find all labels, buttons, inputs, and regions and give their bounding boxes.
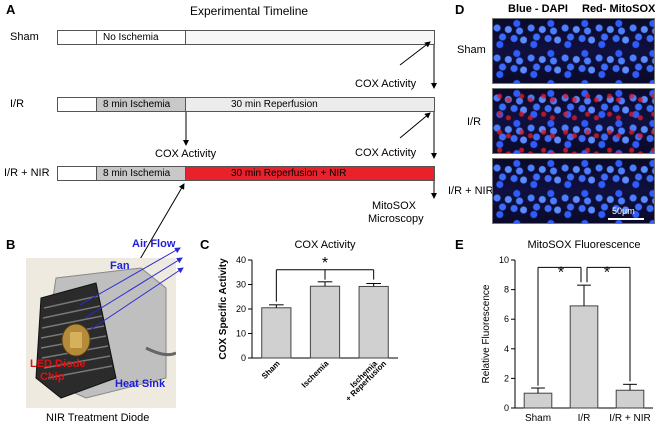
dapi-channel-label: Blue - DAPI [508, 3, 568, 15]
micrograph-ir-nir [492, 158, 655, 224]
cox-activity-label-3: COX Activity [355, 147, 417, 159]
mitosox-chart: MitoSOX Fluorescence 0 2 4 6 8 10 Relative Fluo… [481, 239, 653, 424]
bar-0 [523, 392, 553, 409]
ir-cox-arrow-right [399, 112, 431, 139]
x-tick-label: Ischemia [300, 359, 331, 390]
diode-caption: NIR Treatment Diode [46, 412, 150, 424]
sham-cox-arrow [399, 41, 431, 66]
mitosox-channel-label: Red- MitoSOX [582, 3, 656, 15]
y-tick-label: 10 [499, 255, 509, 265]
y-tick-label: 40 [236, 255, 246, 265]
row-label-sham: Sham [10, 31, 39, 43]
panel-label-e: E [455, 237, 464, 252]
bar-2 [615, 389, 645, 409]
cox-activity-chart: COX Activity 0 10 20 30 40 COX Specific Activi… [218, 239, 398, 403]
heat-sink-label: Heat Sink [115, 378, 166, 390]
y-tick-label: 0 [504, 403, 509, 413]
x-tick-label: Sham [260, 359, 282, 381]
x-tick-label: I/R + NIR [609, 413, 650, 424]
significance-star: * [322, 255, 328, 272]
led-label-1: LED Diode [30, 358, 86, 370]
row-label-ir-nir: I/R + NIR [4, 167, 50, 179]
panel-label-a: A [6, 2, 16, 17]
micro-row-label-sham: Sham [457, 44, 486, 56]
chart-title: MitoSOX Fluorescence [527, 239, 640, 251]
cox-activity-label-2: COX Activity [155, 148, 217, 160]
significance-star-left: * [558, 264, 564, 281]
micro-row-label-ir: I/R [467, 116, 482, 128]
x-tick-label: Sham [525, 413, 551, 424]
chart-title: COX Activity [294, 239, 356, 251]
bar-1 [309, 285, 341, 359]
y-tick-label: 2 [504, 373, 509, 383]
x-tick-label: I/R [578, 413, 591, 424]
panel-label-d: D [455, 2, 465, 17]
micro-row-label-ir-nir: I/R + NIR [448, 185, 494, 197]
micrograph-ir [492, 88, 655, 154]
sham-rest-bar [185, 30, 435, 45]
nir-reperfusion-bar: 30 min Reperfusion + NIR [185, 166, 435, 181]
mitosox-label-1: MitoSOX [372, 200, 417, 212]
y-tick-label: 20 [236, 304, 246, 314]
led-label-2: Chip [40, 371, 65, 383]
y-tick-label: 4 [504, 344, 509, 354]
panel-label-b: B [6, 237, 16, 252]
panel-label-c: C [200, 237, 210, 252]
ir-reperfusion-bar: 30 min Reperfusion [185, 97, 435, 112]
scale-bar-label: 50μm [612, 206, 635, 216]
timeline-title: Experimental Timeline [190, 4, 309, 18]
y-tick-label: 10 [236, 329, 246, 339]
y-tick-label: 30 [236, 280, 246, 290]
scale-bar [608, 218, 644, 220]
y-axis-label: COX Specific Activity [218, 258, 229, 360]
micrograph-sham [492, 18, 655, 84]
row-label-ir: I/R [10, 98, 25, 110]
y-tick-label: 6 [504, 314, 509, 324]
fan-label: Fan [110, 260, 130, 272]
significance-star-right: * [604, 264, 610, 281]
air-flow-label: Air Flow [132, 238, 176, 250]
ir-ischemia-bar: 8 min Ischemia [96, 97, 186, 112]
bar-2 [358, 285, 389, 359]
y-tick-label: 8 [504, 285, 509, 295]
y-tick-label: 0 [241, 353, 246, 363]
cox-activity-label-1: COX Activity [355, 78, 417, 90]
mitosox-label-2: Microscopy [368, 213, 424, 225]
y-axis-label: Relative Fluorescence [481, 284, 492, 383]
bar-0 [261, 307, 292, 359]
bar-1 [569, 305, 599, 409]
